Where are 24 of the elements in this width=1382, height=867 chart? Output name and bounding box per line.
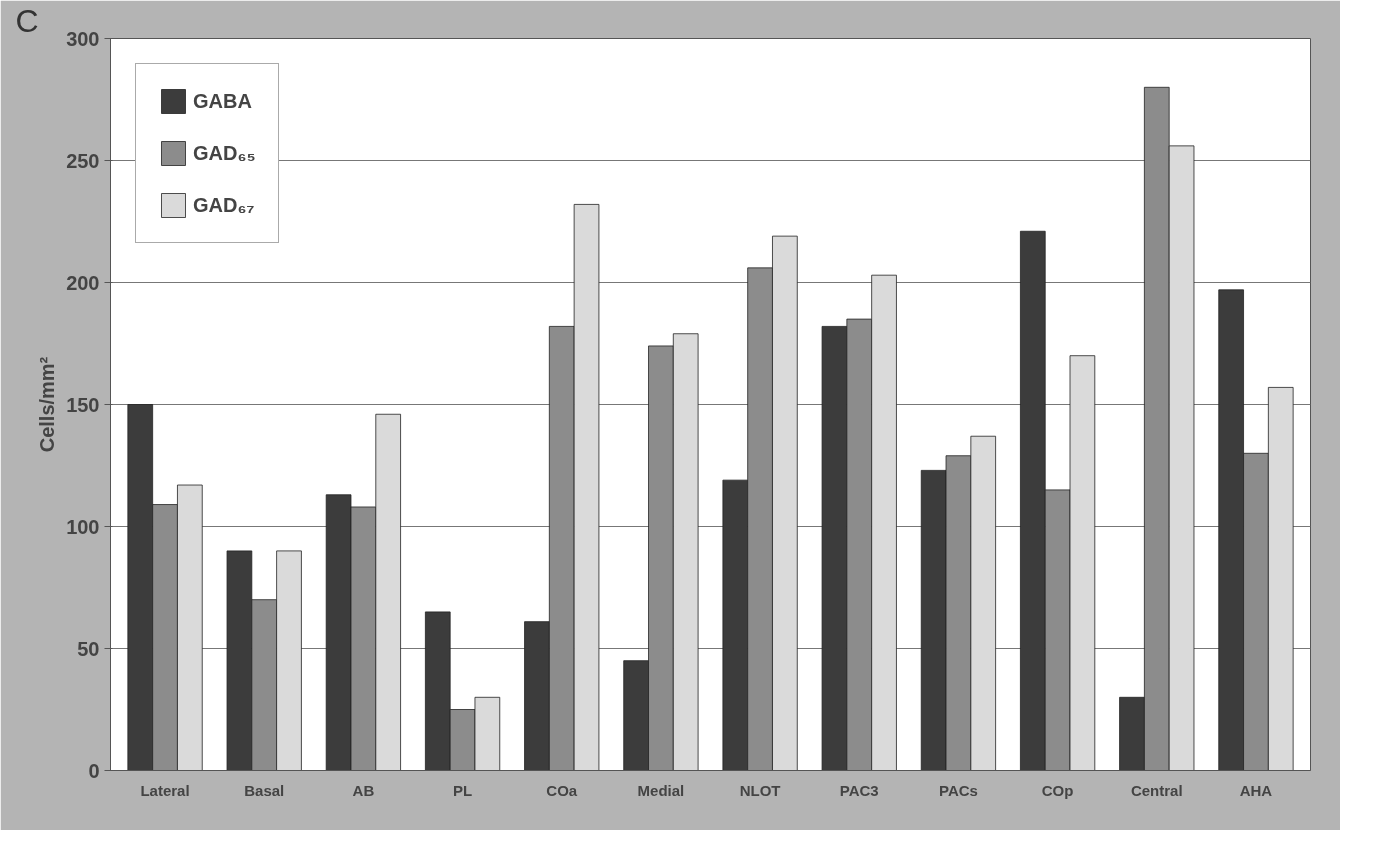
y-tick-label: 300 <box>66 27 100 50</box>
legend-label: GAD₆₅ <box>193 141 256 165</box>
x-tick-label: NLOT <box>739 781 781 799</box>
y-axis-title: Cells/mm² <box>36 356 59 453</box>
y-tick-label: 150 <box>66 393 100 416</box>
y-tick-label: 200 <box>66 271 100 294</box>
y-tick-label: 100 <box>66 515 100 538</box>
x-tick-label: AHA <box>1239 781 1273 799</box>
legend-label: GABA <box>193 89 252 113</box>
x-tick-label: PACs <box>938 781 978 799</box>
y-tick-label: 250 <box>66 149 100 172</box>
y-tick-label: 0 <box>88 759 100 782</box>
x-tick-label: Lateral <box>140 781 190 799</box>
x-tick-label: PL <box>452 781 473 799</box>
x-tick-label: PAC3 <box>839 781 879 799</box>
x-tick-label: AB <box>352 781 375 799</box>
y-tick-label: 50 <box>77 637 100 660</box>
text: C <box>15 2 39 39</box>
x-tick-label: Basal <box>244 781 285 799</box>
x-tick-label: Medial <box>637 781 685 799</box>
legend-label: GAD₆₇ <box>193 193 255 217</box>
x-tick-label: Central <box>1130 781 1183 799</box>
x-tick-label: COa <box>546 781 578 799</box>
x-tick-label: COp <box>1041 781 1074 799</box>
